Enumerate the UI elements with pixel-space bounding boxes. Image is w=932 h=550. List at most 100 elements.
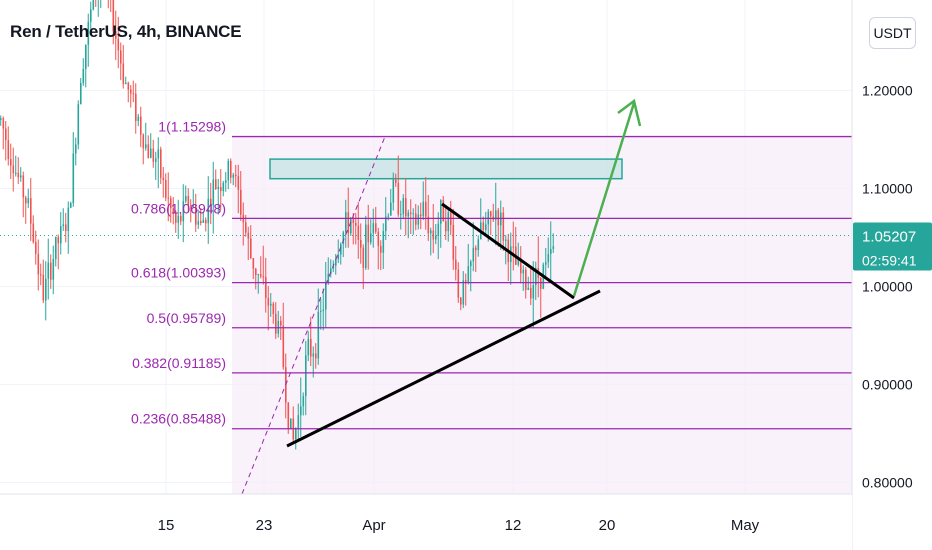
candle [420,202,422,230]
candle-body [425,201,427,217]
candle [380,240,382,270]
candle-body [197,221,200,225]
candle-body [265,277,267,298]
candle [342,230,345,258]
candle-body [475,247,477,251]
candle-body [517,258,520,265]
candle [227,158,230,190]
candle-body [410,212,412,214]
candle [67,201,70,254]
candle-body [460,297,462,305]
candle [130,85,132,108]
current-price-tag[interactable] [853,222,932,271]
candle [255,267,257,290]
candle [322,288,325,331]
candle-body [255,268,257,276]
candle-body [245,222,247,233]
candle-body [257,274,260,276]
candle-body [75,144,77,154]
candle-body [390,202,392,216]
candle [410,199,412,234]
candle [502,207,505,251]
candle-body [327,273,330,283]
candle [282,302,285,370]
candle [195,193,197,233]
candle-body [212,179,215,206]
candle-body [547,253,550,263]
candle-body [540,277,542,289]
candle [430,227,432,256]
candle-body [187,196,190,205]
candle-body [452,224,455,260]
candle-body [22,175,25,198]
current-price-label: 1.05207 [862,228,916,245]
candle [140,106,142,148]
candle [12,147,15,192]
candle [40,263,42,286]
candle [437,212,440,260]
candle [262,245,265,285]
currency-label[interactable]: USDT [869,17,916,49]
candle [532,261,535,329]
candle-body [417,214,420,225]
candle [145,122,147,151]
candle-body [342,232,345,244]
candle [375,206,377,234]
candle [27,188,30,209]
candle-body [320,310,322,312]
candle-body [287,402,290,429]
candle-body [10,159,12,166]
candle [95,0,97,7]
candle [60,212,62,255]
candle-body [472,247,475,262]
candle [25,195,27,224]
ascending-trendline[interactable] [286,289,601,448]
candle [495,182,497,246]
candle [520,246,522,284]
candle [305,340,307,416]
candle [37,239,40,291]
candle [230,158,232,184]
candle [50,254,52,289]
candle-body [90,9,92,22]
candle [302,392,305,416]
projection-arrow-line[interactable] [572,102,636,297]
candle [202,212,205,224]
candle [180,213,182,226]
candle [425,177,427,230]
candle [75,137,77,166]
candle [177,199,180,239]
candle [360,223,362,264]
candle-body [30,198,32,224]
target-zone-box[interactable] [269,158,623,180]
candle-body [182,201,185,222]
candle [112,0,115,45]
fib-level-label: 0.382(0.91185) [132,355,226,371]
candle-body [135,93,137,122]
candle [490,210,492,236]
candle [197,209,200,229]
candle-body [40,274,42,276]
candle [57,234,60,270]
candle-body [300,406,302,416]
candle [45,261,47,321]
candle-body [42,274,45,301]
descending-trendline[interactable] [441,202,575,300]
candle-body [495,210,497,220]
candle [20,167,22,182]
candle [157,137,160,189]
candle-body [252,258,255,269]
candle-body [25,197,27,204]
fib-level-label: 0.236(0.85488) [131,411,226,427]
candle-body [115,31,117,39]
candle-body [225,180,227,183]
candle-body [172,208,175,214]
candle [327,257,330,285]
candle [387,213,390,221]
candle-body [92,0,95,10]
candle-body [167,197,170,199]
candle-body [465,280,467,282]
candle-body [470,261,472,267]
fib-level-label: 0.5(0.95789) [147,310,226,326]
